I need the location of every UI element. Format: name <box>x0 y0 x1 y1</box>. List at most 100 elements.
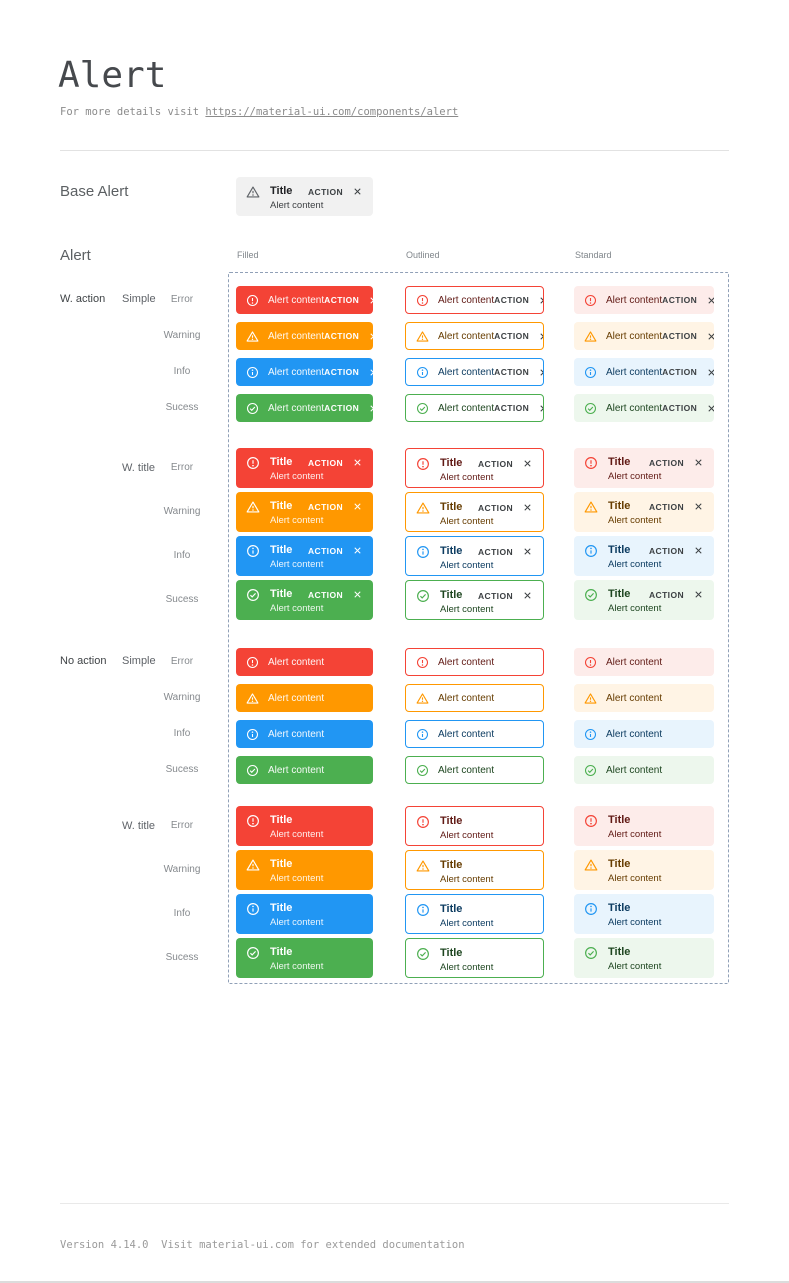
close-icon[interactable] <box>538 367 543 378</box>
alert-message: Title Alert content <box>440 903 493 929</box>
action-button[interactable]: ACTION <box>649 501 684 512</box>
row-label-info: Info <box>173 550 191 561</box>
alert-actions: ACTION <box>649 545 704 556</box>
error-icon <box>416 294 429 307</box>
action-button[interactable]: ACTION <box>494 403 530 413</box>
warning-icon <box>246 858 260 872</box>
close-icon[interactable] <box>352 501 363 512</box>
alert-message: Title Alert content <box>608 858 661 884</box>
action-button[interactable]: ACTION <box>308 501 343 512</box>
action-button[interactable]: ACTION <box>478 546 513 557</box>
action-button[interactable]: ACTION <box>324 295 360 305</box>
error-icon <box>584 814 598 828</box>
close-icon[interactable] <box>538 403 543 414</box>
close-icon[interactable] <box>538 295 543 306</box>
error-icon <box>246 656 259 669</box>
action-button[interactable]: ACTION <box>494 367 530 377</box>
row-label-error: Error <box>170 656 194 667</box>
action-button[interactable]: ACTION <box>308 457 343 468</box>
action-button[interactable]: ACTION <box>308 545 343 556</box>
action-button[interactable]: ACTION <box>324 403 360 413</box>
alert-section-label: Alert <box>60 247 91 264</box>
action-button[interactable]: ACTION <box>662 403 698 413</box>
close-icon[interactable] <box>693 457 704 468</box>
action-button[interactable]: ACTION <box>649 545 684 556</box>
close-icon[interactable] <box>522 546 533 557</box>
close-icon[interactable] <box>352 545 363 556</box>
alert-content: Alert content <box>270 917 324 928</box>
alert-standard-info: Title Alert content <box>574 894 714 934</box>
error-icon <box>584 656 597 669</box>
close-icon[interactable] <box>352 186 363 197</box>
close-icon[interactable] <box>522 502 533 513</box>
alert-content: Alert content <box>440 918 494 929</box>
variant-label-simple-2: Simple <box>122 655 156 667</box>
alert-content: Alert content <box>438 294 495 306</box>
docs-link[interactable]: https://material-ui.com/components/alert <box>205 106 459 118</box>
action-button[interactable]: ACTION <box>324 331 360 341</box>
alert-content: Alert content <box>270 515 324 526</box>
close-icon[interactable] <box>352 457 363 468</box>
close-icon[interactable] <box>693 501 704 512</box>
alert-message: Title Alert content <box>440 815 493 841</box>
close-icon[interactable] <box>522 590 533 601</box>
action-button[interactable]: ACTION <box>662 331 698 341</box>
alert-content: Alert content <box>606 728 663 740</box>
error-icon <box>246 456 260 470</box>
warning-icon <box>416 692 429 705</box>
warning-icon <box>416 501 430 515</box>
alert-content: Alert content <box>270 603 324 614</box>
action-button[interactable]: ACTION <box>649 457 684 468</box>
close-icon[interactable] <box>368 331 373 342</box>
bottom-edge <box>0 1281 789 1283</box>
base-alert-message: Title Alert content <box>270 185 323 211</box>
action-button[interactable]: ACTION <box>478 590 513 601</box>
error-icon <box>416 457 430 471</box>
alert-message: Title Alert content <box>440 589 494 615</box>
alert-actions: ACTION <box>308 501 363 512</box>
alert-title: Title <box>608 544 631 556</box>
action-button[interactable]: ACTION <box>324 367 360 377</box>
close-icon[interactable] <box>368 403 373 414</box>
action-button[interactable]: ACTION <box>649 589 684 600</box>
info-icon <box>246 728 259 741</box>
success-icon <box>246 402 259 415</box>
close-icon[interactable] <box>368 295 373 306</box>
action-button[interactable]: ACTION <box>494 331 530 341</box>
action-button[interactable]: ACTION <box>662 295 698 305</box>
close-icon[interactable] <box>522 458 533 469</box>
base-alert-title: Title <box>270 185 293 197</box>
alert-content: Alert content <box>440 604 494 615</box>
close-icon[interactable] <box>706 367 714 378</box>
info-icon <box>246 544 260 558</box>
alert-title: Title <box>440 589 463 601</box>
action-button[interactable]: ACTION <box>308 186 343 197</box>
action-button[interactable]: ACTION <box>662 367 698 377</box>
alert-content: Alert content <box>268 294 325 306</box>
alert-filled-error: Title Alert content ACTION <box>236 448 373 488</box>
base-alert-section-label: Base Alert <box>60 183 129 200</box>
close-icon[interactable] <box>368 367 373 378</box>
close-icon[interactable] <box>706 403 714 414</box>
alert-message: Title Alert content <box>608 456 661 482</box>
close-icon[interactable] <box>706 295 714 306</box>
alert-outlined-warning: Alert content ACTION <box>405 322 544 350</box>
close-icon[interactable] <box>538 331 543 342</box>
alert-standard-info: Title Alert content ACTION <box>574 536 714 576</box>
action-button[interactable]: ACTION <box>308 589 343 600</box>
action-button[interactable]: ACTION <box>494 295 530 305</box>
alert-standard-sucess: Alert content ACTION <box>574 394 714 422</box>
alert-title: Title <box>608 814 631 826</box>
row-label-warning: Warning <box>163 506 201 517</box>
alert-content: Alert content <box>606 330 663 342</box>
close-icon[interactable] <box>352 589 363 600</box>
alert-actions: ACTION <box>662 403 714 414</box>
alert-message: Title Alert content <box>440 859 493 885</box>
action-button[interactable]: ACTION <box>478 502 513 513</box>
close-icon[interactable] <box>706 331 714 342</box>
close-icon[interactable] <box>693 589 704 600</box>
action-button[interactable]: ACTION <box>478 458 513 469</box>
close-icon[interactable] <box>693 545 704 556</box>
base-alert: Title Alert content ACTION <box>236 177 373 216</box>
alert-title: Title <box>608 902 631 914</box>
